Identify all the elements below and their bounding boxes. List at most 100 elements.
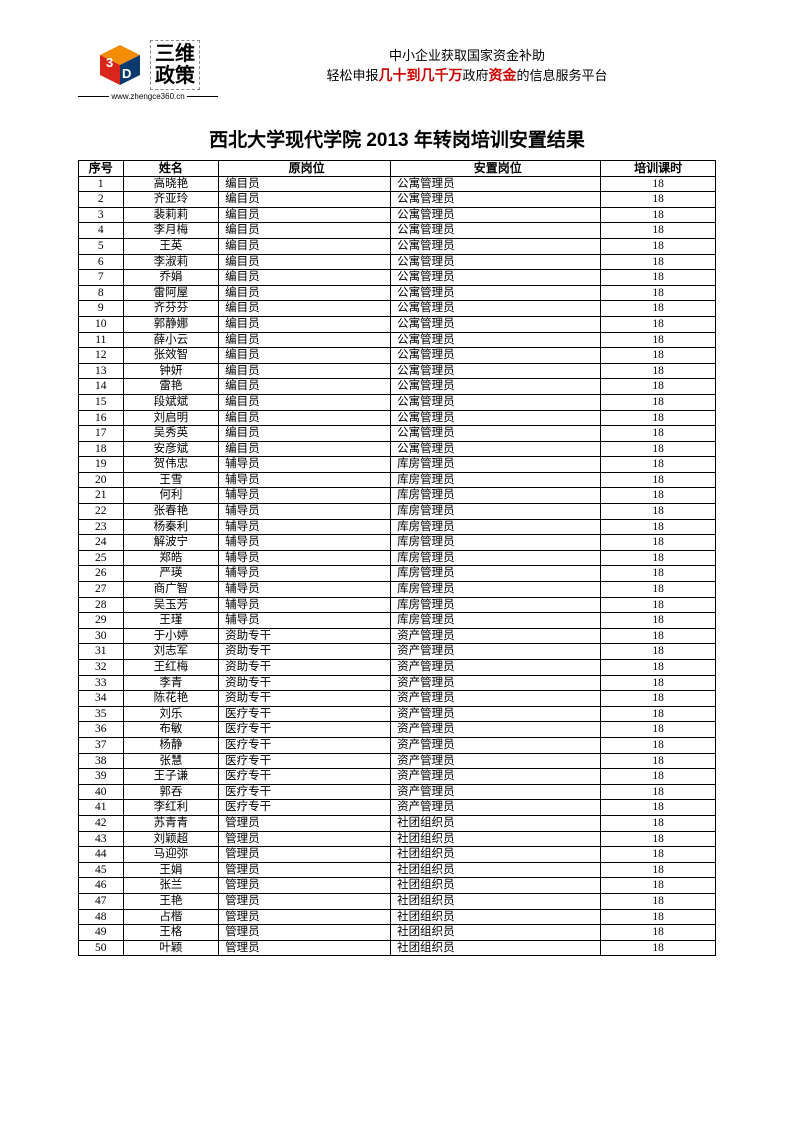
cell-orig: 资助专干 <box>219 628 391 644</box>
table-row: 47王艳管理员社团组织员18 <box>79 893 716 909</box>
cell-new: 公寓管理员 <box>391 207 601 223</box>
cell-orig: 辅导员 <box>219 597 391 613</box>
cell-hours: 18 <box>601 363 716 379</box>
table-row: 50叶颖管理员社团组织员18 <box>79 940 716 956</box>
cell-name: 王格 <box>123 925 219 941</box>
table-row: 21何利辅导员库房管理员18 <box>79 488 716 504</box>
cell-hours: 18 <box>601 784 716 800</box>
cell-orig: 编目员 <box>219 254 391 270</box>
cell-name: 齐亚玲 <box>123 192 219 208</box>
cell-new: 资产管理员 <box>391 660 601 676</box>
th-new: 安置岗位 <box>391 161 601 177</box>
logo-block: 3 D 三维 政策 www.zhengce360.cn <box>78 40 218 101</box>
table-row: 14雷艳编目员公寓管理员18 <box>79 379 716 395</box>
cell-hours: 18 <box>601 613 716 629</box>
cell-index: 1 <box>79 176 124 192</box>
cell-index: 21 <box>79 488 124 504</box>
cell-new: 社团组织员 <box>391 893 601 909</box>
table-row: 13钟妍编目员公寓管理员18 <box>79 363 716 379</box>
logo-url: www.zhengce360.cn <box>109 92 186 101</box>
cell-index: 40 <box>79 784 124 800</box>
table-row: 30于小婷资助专干资产管理员18 <box>79 628 716 644</box>
cell-index: 44 <box>79 847 124 863</box>
table-row: 15段斌斌编目员公寓管理员18 <box>79 394 716 410</box>
cell-name: 刘志军 <box>123 644 219 660</box>
cell-new: 社团组织员 <box>391 940 601 956</box>
cell-index: 32 <box>79 660 124 676</box>
cell-name: 张兰 <box>123 878 219 894</box>
slogan-2c: 的信息服务平台 <box>517 68 608 83</box>
cell-name: 雷艳 <box>123 379 219 395</box>
cell-hours: 18 <box>601 815 716 831</box>
cell-name: 王英 <box>123 238 219 254</box>
cell-hours: 18 <box>601 769 716 785</box>
table-row: 38张慧医疗专干资产管理员18 <box>79 753 716 769</box>
cell-orig: 资助专干 <box>219 691 391 707</box>
cell-hours: 18 <box>601 628 716 644</box>
cell-orig: 医疗专干 <box>219 753 391 769</box>
th-name: 姓名 <box>123 161 219 177</box>
cell-index: 7 <box>79 270 124 286</box>
table-row: 25郑皓辅导员库房管理员18 <box>79 550 716 566</box>
cell-new: 资产管理员 <box>391 644 601 660</box>
cell-index: 31 <box>79 644 124 660</box>
cell-new: 公寓管理员 <box>391 301 601 317</box>
cell-name: 王娟 <box>123 862 219 878</box>
cell-name: 布敏 <box>123 722 219 738</box>
cell-orig: 编目员 <box>219 192 391 208</box>
cell-index: 39 <box>79 769 124 785</box>
cell-hours: 18 <box>601 925 716 941</box>
table-row: 34陈花艳资助专干资产管理员18 <box>79 691 716 707</box>
table-row: 3裴莉莉编目员公寓管理员18 <box>79 207 716 223</box>
cell-index: 8 <box>79 285 124 301</box>
cell-hours: 18 <box>601 847 716 863</box>
cell-hours: 18 <box>601 441 716 457</box>
table-row: 16刘启明编目员公寓管理员18 <box>79 410 716 426</box>
cell-name: 李淑莉 <box>123 254 219 270</box>
cell-orig: 辅导员 <box>219 535 391 551</box>
table-row: 11薛小云编目员公寓管理员18 <box>79 332 716 348</box>
cell-hours: 18 <box>601 597 716 613</box>
logo-row: 3 D 三维 政策 <box>96 40 200 90</box>
cell-name: 刘乐 <box>123 706 219 722</box>
cell-index: 23 <box>79 519 124 535</box>
cell-index: 5 <box>79 238 124 254</box>
th-hours: 培训课时 <box>601 161 716 177</box>
table-row: 2齐亚玲编目员公寓管理员18 <box>79 192 716 208</box>
cell-new: 公寓管理员 <box>391 238 601 254</box>
cell-new: 公寓管理员 <box>391 270 601 286</box>
cell-index: 9 <box>79 301 124 317</box>
cell-name: 李青 <box>123 675 219 691</box>
cell-new: 公寓管理员 <box>391 426 601 442</box>
table-row: 22张春艳辅导员库房管理员18 <box>79 504 716 520</box>
cell-index: 16 <box>79 410 124 426</box>
cell-index: 50 <box>79 940 124 956</box>
cell-orig: 辅导员 <box>219 504 391 520</box>
cell-index: 15 <box>79 394 124 410</box>
cell-name: 商广智 <box>123 582 219 598</box>
table-row: 32王红梅资助专干资产管理员18 <box>79 660 716 676</box>
cell-new: 库房管理员 <box>391 535 601 551</box>
cell-new: 社团组织员 <box>391 925 601 941</box>
table-row: 7乔娟编目员公寓管理员18 <box>79 270 716 286</box>
cell-name: 王子谦 <box>123 769 219 785</box>
cell-orig: 管理员 <box>219 878 391 894</box>
cell-name: 王瑾 <box>123 613 219 629</box>
cell-orig: 辅导员 <box>219 582 391 598</box>
cell-name: 刘启明 <box>123 410 219 426</box>
cell-new: 社团组织员 <box>391 815 601 831</box>
cell-index: 34 <box>79 691 124 707</box>
cell-hours: 18 <box>601 238 716 254</box>
cell-orig: 资助专干 <box>219 644 391 660</box>
cell-orig: 编目员 <box>219 301 391 317</box>
table-row: 12张效智编目员公寓管理员18 <box>79 348 716 364</box>
table-row: 36布敏医疗专干资产管理员18 <box>79 722 716 738</box>
cell-orig: 编目员 <box>219 426 391 442</box>
cell-name: 吴秀英 <box>123 426 219 442</box>
cell-new: 公寓管理员 <box>391 379 601 395</box>
cell-orig: 医疗专干 <box>219 706 391 722</box>
cell-new: 资产管理员 <box>391 753 601 769</box>
table-row: 26严瑛辅导员库房管理员18 <box>79 566 716 582</box>
svg-text:D: D <box>122 66 131 81</box>
cell-new: 社团组织员 <box>391 831 601 847</box>
